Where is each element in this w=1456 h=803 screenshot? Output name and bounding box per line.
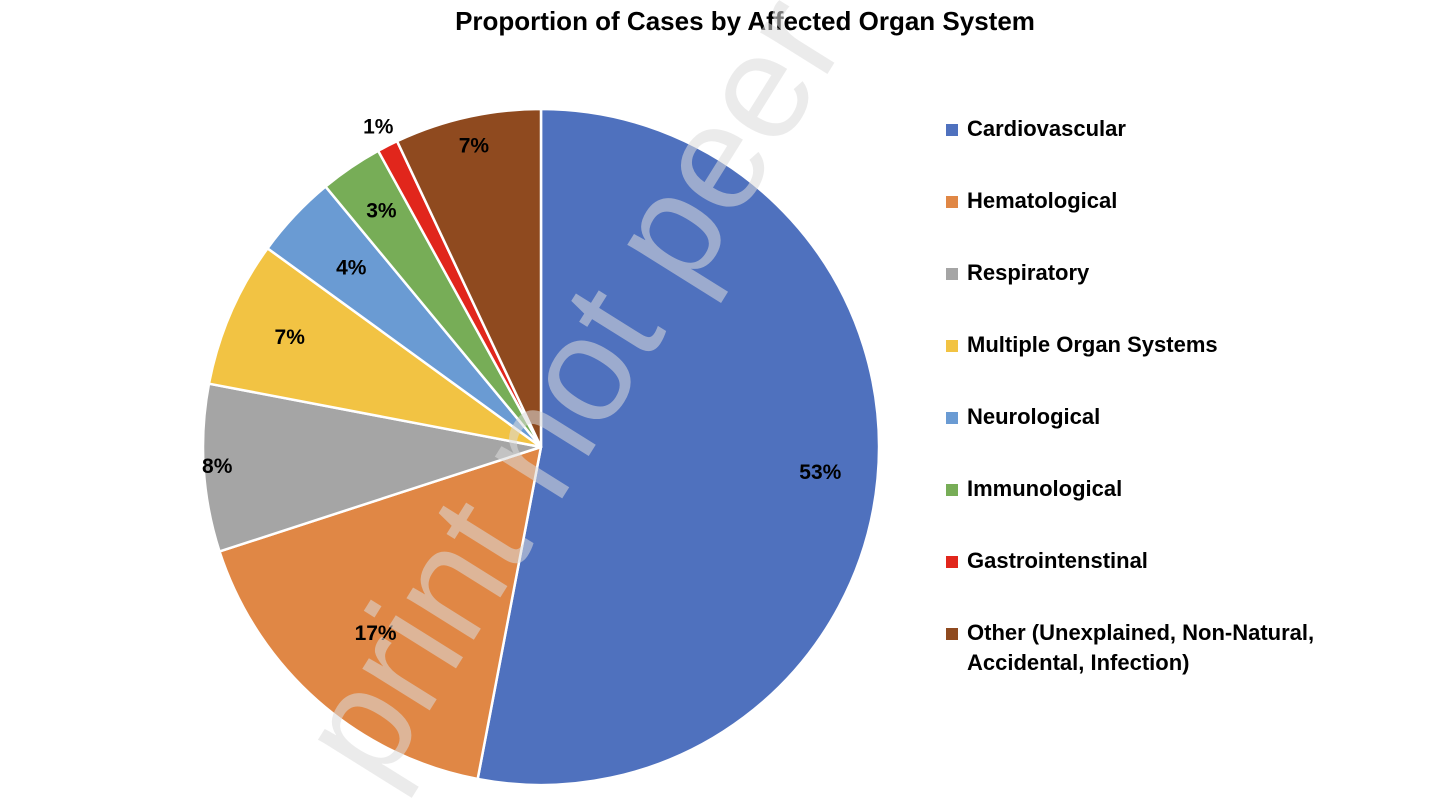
legend-item-cardiovascular: Cardiovascular bbox=[946, 114, 1387, 144]
data-label-other: 7% bbox=[459, 134, 490, 157]
data-label-hematological: 17% bbox=[355, 622, 397, 645]
legend-label: Cardiovascular bbox=[967, 116, 1126, 141]
data-label-cardiovascular: 53% bbox=[799, 461, 841, 484]
legend-item-neurological: Neurological bbox=[946, 402, 1387, 432]
data-label-respiratory: 8% bbox=[202, 455, 233, 478]
legend-item-gastrointenstinal: Gastrointenstinal bbox=[946, 546, 1387, 576]
data-label-multiple-organ-systems: 7% bbox=[275, 326, 306, 349]
pie-slice-cardiovascular bbox=[476, 107, 881, 787]
pie-slice-multiple-organ-systems bbox=[207, 247, 543, 449]
legend-label: Multiple Organ Systems bbox=[967, 332, 1218, 357]
data-label-gastrointenstinal: 1% bbox=[363, 115, 394, 138]
legend-swatch bbox=[946, 268, 958, 280]
data-label-immunological: 3% bbox=[366, 200, 397, 223]
legend-item-hematological: Hematological bbox=[946, 186, 1387, 216]
legend-item-immunological: Immunological bbox=[946, 474, 1387, 504]
legend-swatch bbox=[946, 124, 958, 136]
legend-swatch bbox=[946, 556, 958, 568]
legend-swatch bbox=[946, 340, 958, 352]
legend-item-other: Other (Unexplained, Non-Natural, Acciden… bbox=[946, 618, 1387, 678]
legend-label: Other (Unexplained, Non-Natural, Acciden… bbox=[967, 620, 1315, 675]
data-label-neurological: 4% bbox=[336, 256, 367, 279]
legend-swatch bbox=[946, 484, 958, 496]
legend-label: Hematological bbox=[967, 188, 1118, 213]
legend-swatch bbox=[946, 628, 958, 640]
legend-label: Respiratory bbox=[967, 260, 1090, 285]
legend-label: Neurological bbox=[967, 404, 1101, 429]
pie-slice-other bbox=[395, 107, 543, 449]
chart-title: Proportion of Cases by Affected Organ Sy… bbox=[455, 6, 1035, 36]
legend-item-multiple-organ-systems: Multiple Organ Systems bbox=[946, 330, 1387, 360]
legend-item-respiratory: Respiratory bbox=[946, 258, 1387, 288]
legend-label: Immunological bbox=[967, 476, 1123, 501]
pie-slices bbox=[201, 107, 881, 787]
pie-labels: 53% 17% 8% 7% 4% 3% 1% 7% bbox=[202, 115, 842, 645]
pie-slice-hematological bbox=[218, 445, 543, 781]
legend-swatch bbox=[946, 196, 958, 208]
legend-label: Gastrointenstinal bbox=[967, 548, 1148, 573]
legend-swatch bbox=[946, 412, 958, 424]
pie-slice-respiratory bbox=[201, 382, 543, 553]
